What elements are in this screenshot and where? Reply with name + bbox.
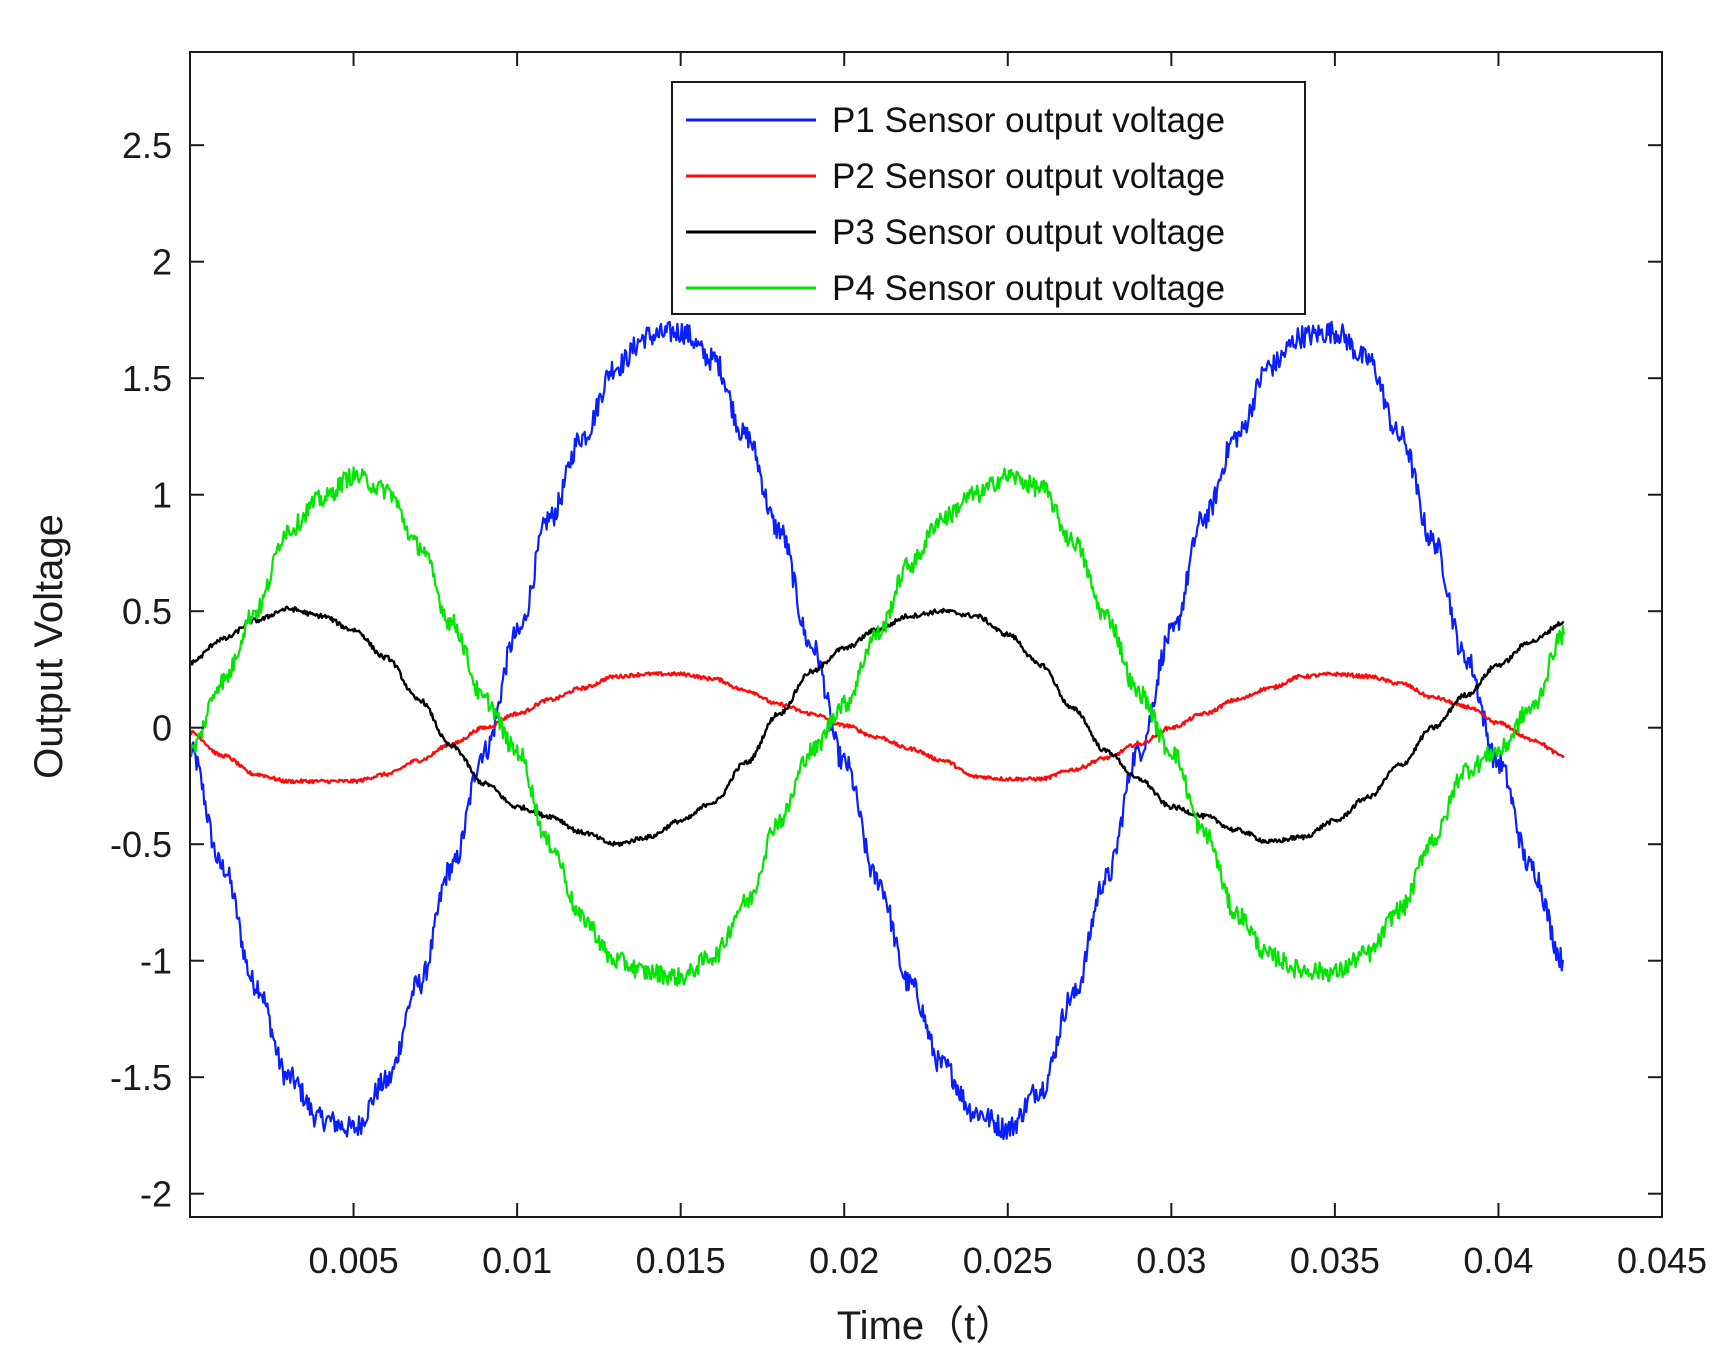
x-axis-title: Time（t） xyxy=(837,1304,1016,1348)
y-tick-label: -1 xyxy=(140,941,172,982)
y-axis-title: Output Voltage xyxy=(27,514,71,779)
legend-label-p2: P2 Sensor output voltage xyxy=(832,157,1225,196)
legend-label-p4: P4 Sensor output voltage xyxy=(832,269,1225,308)
tick-layer: 0.005 0.01 0.015 0.02 0.025 0.03 0.035 0.04 0.04… xyxy=(110,52,1707,1281)
legend: P1 Sensor output voltage P2 Sensor output… xyxy=(671,81,1306,315)
x-tick-label: 0.045 xyxy=(1617,1240,1707,1281)
x-tick-label: 0.015 xyxy=(636,1240,726,1281)
x-tick-label: 0.04 xyxy=(1463,1240,1533,1281)
legend-label-p3: P3 Sensor output voltage xyxy=(832,213,1225,252)
y-tick-label: 0.5 xyxy=(122,591,172,632)
y-tick-label: 1.5 xyxy=(122,358,172,399)
x-tick-label: 0.005 xyxy=(309,1240,399,1281)
y-tick-label: 2.5 xyxy=(122,125,172,166)
y-tick-label: -2 xyxy=(140,1174,172,1215)
x-tick-label: 0.025 xyxy=(963,1240,1053,1281)
y-tick-label: -0.5 xyxy=(110,824,172,865)
x-tick-label: 0.02 xyxy=(809,1240,879,1281)
series-line-p4 xyxy=(190,466,1565,987)
y-tick-label: -1.5 xyxy=(110,1057,172,1098)
series-layer xyxy=(190,320,1565,1141)
series-line-p2 xyxy=(190,671,1565,785)
series-line-p1 xyxy=(190,320,1565,1141)
plot-frame xyxy=(189,51,1663,1218)
legend-label-p1: P1 Sensor output voltage xyxy=(832,101,1225,140)
x-tick-label: 0.01 xyxy=(482,1240,552,1281)
y-tick-label: 1 xyxy=(152,475,172,516)
y-tick-label: 0 xyxy=(152,708,172,749)
y-tick-label: 2 xyxy=(152,242,172,283)
x-tick-label: 0.03 xyxy=(1136,1240,1206,1281)
x-tick-label: 0.035 xyxy=(1290,1240,1380,1281)
